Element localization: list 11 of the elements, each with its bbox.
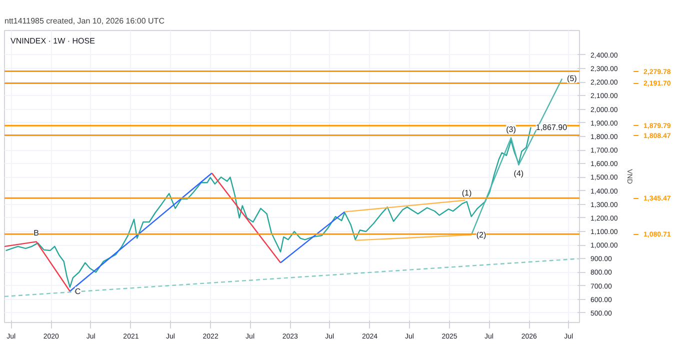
annotation: (4): [514, 168, 524, 178]
annotation: (5): [567, 74, 578, 84]
annotation: (2): [476, 230, 486, 240]
annotation: 1,867.90: [536, 123, 568, 132]
annotation: (1): [462, 188, 472, 198]
annotation: B: [34, 228, 40, 238]
text: VNINDEX · 1W · HOSE: [10, 36, 95, 46]
line-series: [5, 126, 532, 288]
annotation: (3): [506, 124, 516, 134]
annotation: C: [74, 286, 81, 296]
text: ntt1411985 created, Jan 10, 2026 16:00 UTC: [4, 16, 165, 26]
